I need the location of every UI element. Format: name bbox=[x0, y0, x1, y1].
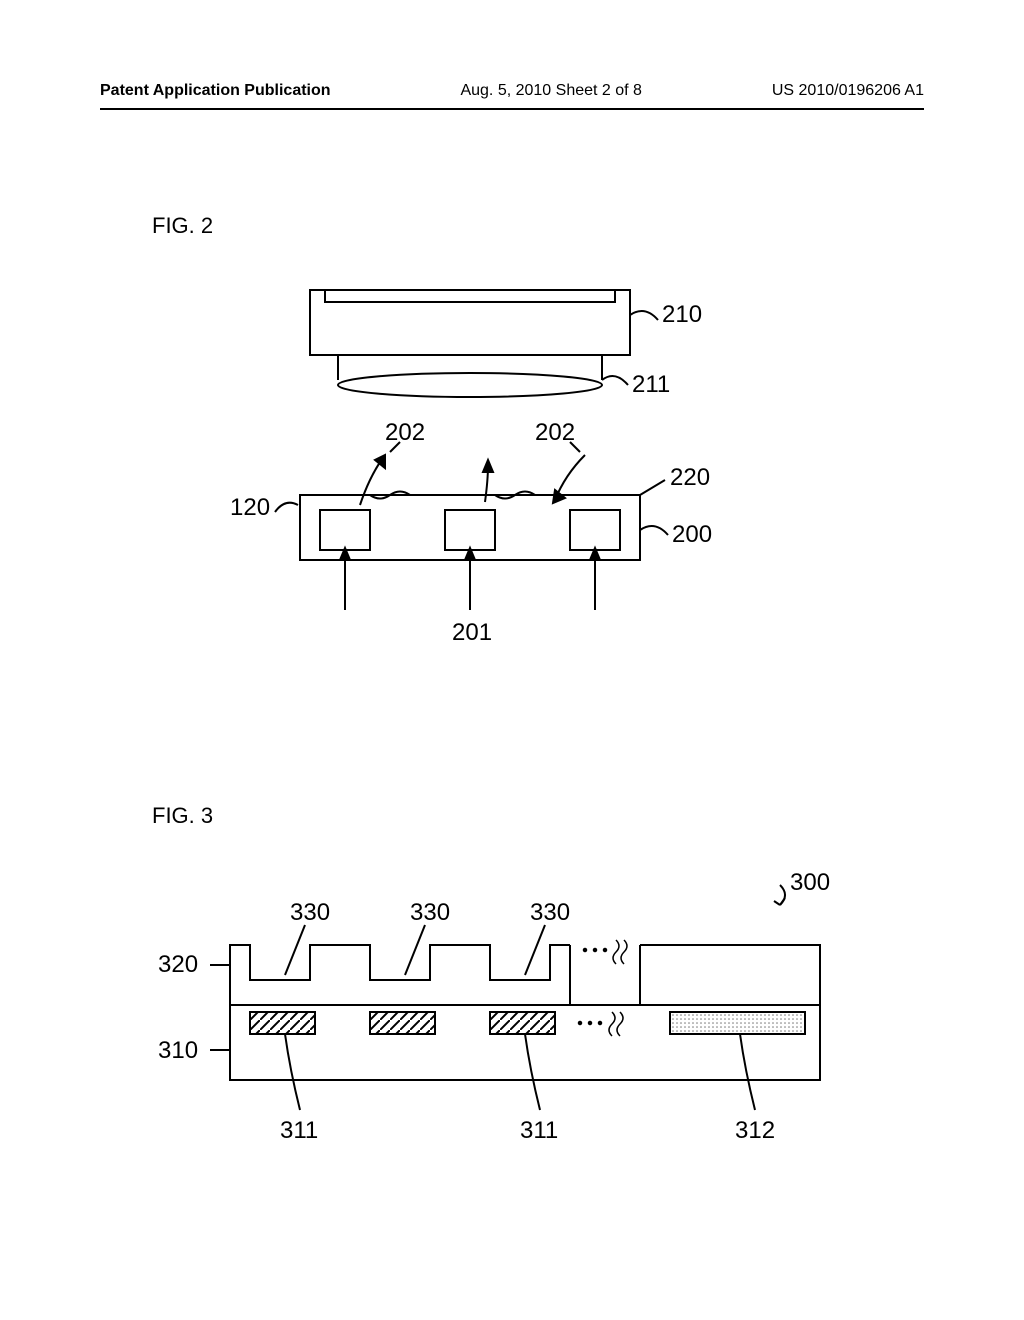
ref-220: 220 bbox=[670, 464, 710, 491]
header-left: Patent Application Publication bbox=[100, 82, 331, 100]
fig2-diagram: 210 211 202 202 120 220 200 201 bbox=[190, 270, 750, 670]
fig2-label: FIG. 2 bbox=[152, 213, 213, 239]
ref-300: 300 bbox=[790, 869, 830, 896]
ref-200: 200 bbox=[672, 521, 712, 548]
ref-312: 312 bbox=[735, 1117, 775, 1144]
ref-311a: 311 bbox=[280, 1117, 318, 1144]
ref-330c: 330 bbox=[530, 899, 570, 926]
ref-201: 201 bbox=[452, 619, 492, 646]
ref-202b: 202 bbox=[535, 419, 575, 446]
ref-202a: 202 bbox=[385, 419, 425, 446]
header-center: Aug. 5, 2010 Sheet 2 of 8 bbox=[460, 82, 641, 100]
ref-310: 310 bbox=[158, 1037, 198, 1064]
header-right: US 2010/0196206 A1 bbox=[772, 82, 924, 100]
ref-330a: 330 bbox=[290, 899, 330, 926]
page-header: Patent Application Publication Aug. 5, 2… bbox=[0, 82, 1024, 100]
ref-210: 210 bbox=[662, 301, 702, 328]
ref-311b: 311 bbox=[520, 1117, 558, 1144]
ref-120: 120 bbox=[230, 494, 270, 521]
ref-211: 211 bbox=[632, 371, 670, 398]
fig3-diagram: 330 330 330 320 310 300 311 311 312 bbox=[140, 850, 860, 1170]
fig3-label: FIG. 3 bbox=[152, 803, 213, 829]
header-rule bbox=[100, 108, 924, 110]
ref-330b: 330 bbox=[410, 899, 450, 926]
ref-320: 320 bbox=[158, 951, 198, 978]
